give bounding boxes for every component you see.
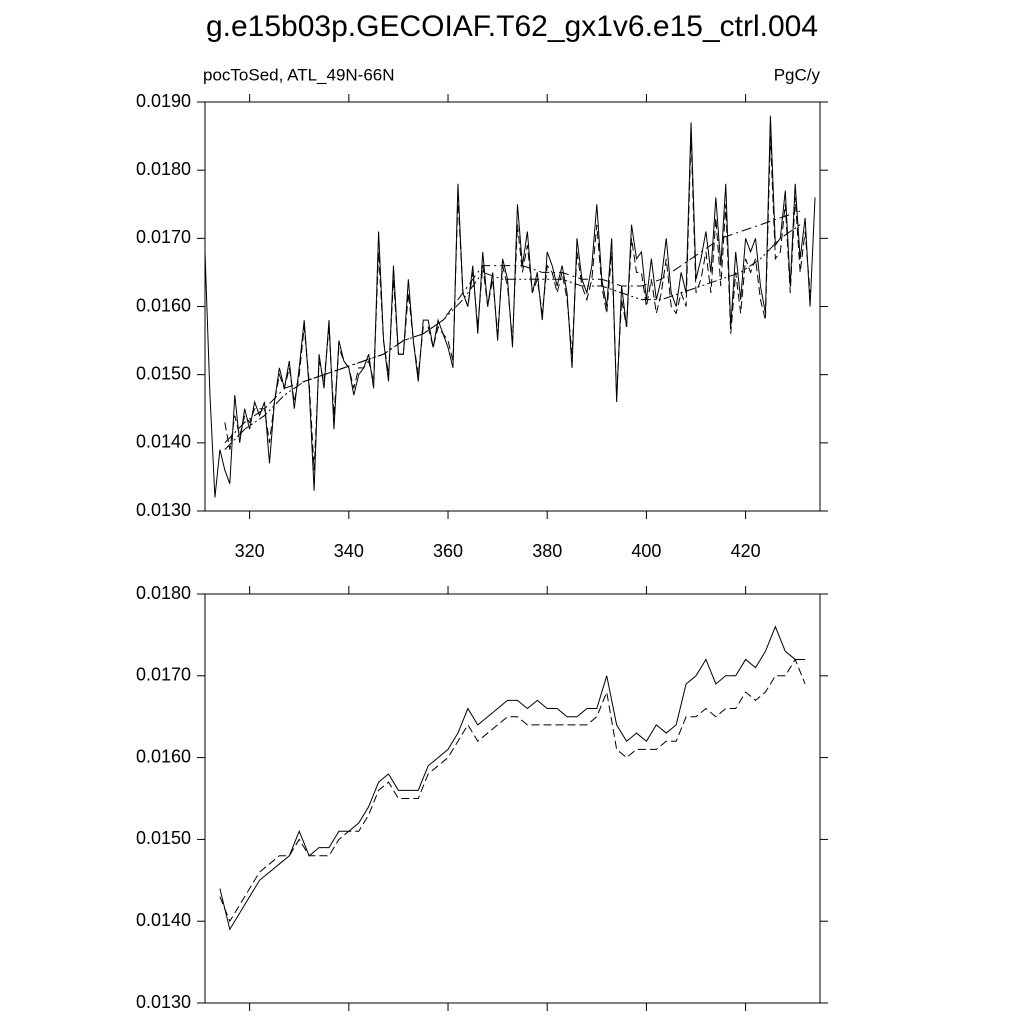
right-subtitle: PgC/y <box>774 65 821 84</box>
y-tick-label: 0.0180 <box>136 583 191 603</box>
data-line <box>224 136 811 471</box>
x-tick-label: 360 <box>433 541 463 561</box>
y-tick-label: 0.0160 <box>136 746 191 766</box>
data-line <box>219 658 806 923</box>
y-tick-label: 0.0190 <box>136 91 191 111</box>
page-title: g.e15b03p.GECOIAF.T62_gx1v6.e15_ctrl.004 <box>206 10 818 43</box>
y-tick-label: 0.0170 <box>136 665 191 685</box>
data-line <box>204 115 816 498</box>
data-line <box>224 224 801 450</box>
y-tick-label: 0.0140 <box>136 432 191 452</box>
y-tick-label: 0.0170 <box>136 227 191 247</box>
left-subtitle: pocToSed, ATL_49N-66N <box>203 65 395 84</box>
y-tick-label: 0.0150 <box>136 363 191 383</box>
x-tick-label: 400 <box>631 541 661 561</box>
x-tick-label: 320 <box>235 541 265 561</box>
y-tick-label: 0.0140 <box>136 910 191 930</box>
x-tick-label: 420 <box>731 541 761 561</box>
x-tick-label: 340 <box>334 541 364 561</box>
plot-frame <box>204 101 821 512</box>
y-tick-label: 0.0160 <box>136 295 191 315</box>
plot-frame <box>204 593 821 1004</box>
y-tick-label: 0.0130 <box>136 992 191 1012</box>
x-tick-label: 380 <box>532 541 562 561</box>
data-line <box>219 625 806 931</box>
y-tick-label: 0.0150 <box>136 828 191 848</box>
y-tick-label: 0.0180 <box>136 159 191 179</box>
y-tick-label: 0.0130 <box>136 500 191 520</box>
